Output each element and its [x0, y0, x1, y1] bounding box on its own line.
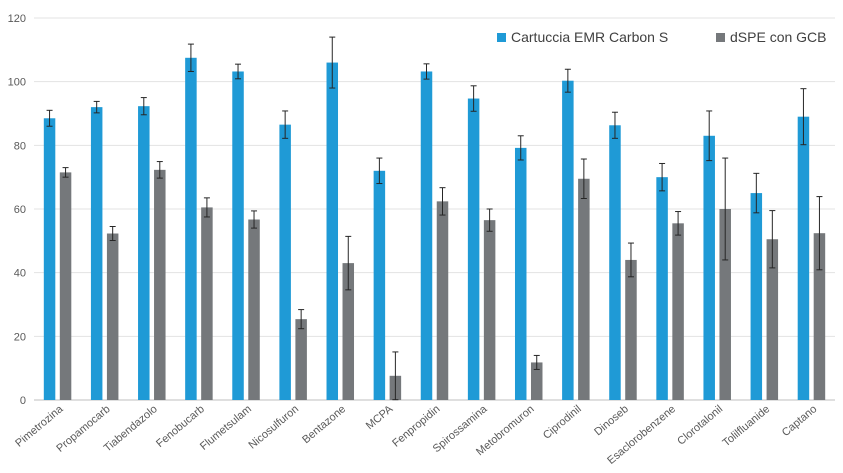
x-tick-label: MCPA [364, 403, 396, 433]
error-bar [109, 226, 116, 242]
error-bar [156, 161, 163, 179]
bar-emr-nicosulfuron [279, 124, 291, 401]
bar-dspe-metobromuron [530, 362, 543, 400]
legend-swatch [716, 33, 725, 42]
error-bar [706, 110, 713, 162]
bar-dspe-ciprodinil [578, 178, 590, 400]
bar-emr-fenobucarb [185, 57, 197, 401]
x-tick-label: Nicosulfuron [247, 403, 302, 451]
legend-label: Cartuccia EMR Carbon S [511, 29, 668, 45]
legend-swatch [497, 33, 506, 42]
error-bar [486, 208, 493, 232]
bar-emr-clorotalonil [703, 135, 715, 401]
error-bar [140, 97, 147, 116]
error-bar [564, 68, 571, 93]
error-bar [470, 85, 477, 112]
bar-emr-dinoseb [609, 125, 621, 401]
error-bar [816, 196, 823, 271]
bar-emr-esaclorobenzene [656, 177, 668, 400]
bar-dspe-dinoseb [625, 259, 637, 400]
error-bar [251, 210, 258, 229]
y-tick-label: 40 [14, 268, 26, 280]
bars [43, 36, 826, 401]
bar-emr-spirossamina [467, 98, 480, 400]
bar-dspe-tiabendazolo [154, 169, 166, 400]
error-bar [187, 43, 194, 72]
legend-label: dSPE con GCB [730, 29, 827, 45]
x-tick-label: Bentazone [300, 403, 348, 446]
bar-emr-tolilfluanide [750, 193, 763, 400]
error-bar [235, 63, 242, 80]
error-bar [800, 88, 807, 146]
error-bar [329, 36, 336, 89]
bar-dspe-flumetsulam [248, 219, 260, 400]
x-tick-label: Tolilfluanide [721, 403, 773, 449]
x-axis: PimetrozinaPropamocarbTiabendazoloFenobu… [13, 403, 819, 467]
bar-emr-fenpropidin [420, 71, 433, 400]
error-bar [533, 354, 540, 370]
x-tick-label: Clorotalonil [675, 403, 725, 448]
error-bar [46, 109, 53, 127]
bar-emr-captano [797, 116, 810, 400]
bar-emr-pimetrozina [43, 118, 56, 401]
error-bar [722, 157, 729, 261]
bar-dspe-pimetrozina [59, 172, 72, 400]
error-bar [376, 157, 383, 185]
bar-emr-metobromuron [514, 147, 527, 400]
x-tick-label: Dinoseb [592, 403, 631, 438]
y-tick-label: 80 [14, 140, 26, 152]
y-tick-label: 120 [8, 13, 26, 25]
bar-dspe-clorotalonil [719, 209, 731, 400]
bar-dspe-captano [813, 233, 826, 400]
y-tick-label: 60 [14, 204, 26, 216]
error-bar [580, 158, 587, 199]
error-bar [93, 100, 100, 114]
legend: Cartuccia EMR Carbon S dSPE con GCB [497, 29, 827, 45]
y-tick-label: 0 [20, 395, 26, 407]
error-bar [753, 172, 760, 214]
bar-dspe-propamocarb [106, 233, 119, 400]
error-bar [769, 210, 776, 269]
error-bar [611, 111, 618, 139]
bar-dspe-fenobucarb [201, 207, 213, 400]
bar-emr-bentazone [326, 62, 339, 401]
y-axis: 0 20 40 60 80 100 120 [8, 13, 26, 407]
error-bar [659, 162, 666, 192]
error-bar [345, 235, 352, 291]
error-bar [423, 63, 430, 80]
error-bar [62, 167, 69, 178]
bar-dspe-bentazone [342, 263, 355, 400]
error-bar [392, 351, 399, 401]
bar-dspe-fenpropidin [436, 201, 449, 400]
gridlines [34, 17, 835, 401]
error-bar [298, 309, 305, 330]
error-bar [517, 135, 524, 161]
bar-dspe-nicosulfuron [295, 319, 307, 400]
bar-dspe-tolilfluanide [766, 239, 779, 400]
bar-emr-flumetsulam [232, 71, 244, 400]
error-bar [282, 110, 289, 139]
x-tick-label: Captano [780, 403, 820, 439]
bar-emr-ciprodinil [562, 80, 574, 400]
error-bar [203, 197, 210, 218]
error-bar [675, 211, 682, 236]
error-bar [627, 242, 634, 278]
x-tick-label: Ciprodinil [541, 403, 584, 442]
bar-emr-propamocarb [90, 107, 103, 400]
bar-emr-mcpa [373, 170, 386, 400]
y-tick-label: 100 [8, 77, 26, 89]
error-bar [439, 187, 446, 216]
bar-dspe-esaclorobenzene [672, 223, 684, 400]
y-tick-label: 20 [14, 331, 26, 343]
x-tick-label: Flumetsulam [198, 403, 254, 453]
bar-emr-tiabendazolo [138, 106, 150, 400]
bar-dspe-spirossamina [483, 220, 496, 400]
